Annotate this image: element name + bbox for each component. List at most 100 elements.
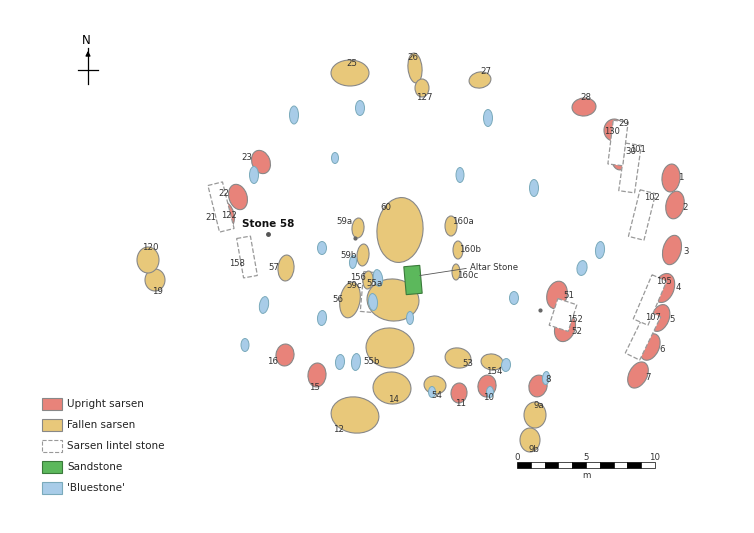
Ellipse shape [339, 282, 360, 318]
Text: 21: 21 [206, 213, 216, 222]
Bar [42, 482, 62, 494]
Ellipse shape [349, 255, 357, 269]
Ellipse shape [529, 375, 547, 397]
Text: 53: 53 [462, 359, 474, 368]
Text: 10: 10 [649, 454, 661, 463]
Ellipse shape [604, 119, 624, 141]
Text: 55b: 55b [363, 358, 380, 367]
Text: 11: 11 [455, 399, 467, 408]
Text: 57: 57 [268, 263, 280, 272]
Text: 23: 23 [241, 154, 253, 163]
Text: 16: 16 [268, 357, 278, 366]
Ellipse shape [445, 216, 457, 236]
Text: 158: 158 [229, 259, 245, 268]
Ellipse shape [317, 241, 326, 254]
Ellipse shape [373, 372, 411, 404]
Text: m: m [582, 471, 590, 480]
Ellipse shape [408, 53, 422, 83]
Ellipse shape [137, 247, 159, 273]
Ellipse shape [653, 273, 675, 303]
Bar [641, 462, 655, 468]
Text: 9a: 9a [534, 400, 544, 409]
Ellipse shape [663, 236, 682, 265]
Ellipse shape [666, 191, 685, 219]
Bar [608, 120, 628, 166]
Text: 14: 14 [388, 395, 400, 405]
Text: 6: 6 [659, 344, 665, 353]
Ellipse shape [216, 201, 234, 229]
Ellipse shape [373, 270, 383, 286]
Text: 2: 2 [682, 203, 688, 212]
Bar [360, 271, 375, 312]
Text: 7: 7 [645, 373, 651, 382]
Bar [625, 310, 661, 360]
Text: 51: 51 [563, 290, 575, 300]
Text: 102: 102 [644, 192, 660, 201]
Bar [42, 419, 62, 431]
Bar [633, 275, 667, 325]
Text: 8: 8 [545, 376, 550, 384]
Bar [619, 143, 641, 193]
Ellipse shape [308, 363, 326, 387]
Ellipse shape [331, 60, 369, 86]
Text: 55a: 55a [367, 279, 383, 288]
Text: Stone 58: Stone 58 [242, 219, 294, 229]
Ellipse shape [367, 279, 419, 321]
Ellipse shape [481, 354, 503, 370]
Bar [531, 462, 544, 468]
Ellipse shape [486, 386, 494, 398]
Ellipse shape [640, 334, 660, 360]
Bar [627, 462, 641, 468]
Text: 130: 130 [604, 126, 620, 135]
Text: 52: 52 [572, 327, 583, 336]
Ellipse shape [611, 144, 630, 170]
Bar [208, 182, 234, 232]
Ellipse shape [331, 397, 379, 433]
Ellipse shape [483, 109, 492, 126]
Text: 9b: 9b [529, 446, 539, 455]
Ellipse shape [428, 386, 436, 398]
Text: 12: 12 [333, 424, 345, 433]
Ellipse shape [547, 281, 567, 309]
Text: Sarsen lintel stone: Sarsen lintel stone [67, 441, 164, 451]
Ellipse shape [524, 402, 546, 428]
Text: 59b: 59b [341, 251, 357, 260]
Text: 10: 10 [483, 393, 495, 402]
Ellipse shape [252, 150, 271, 174]
Text: Fallen sarsen: Fallen sarsen [67, 420, 135, 430]
Bar [586, 462, 599, 468]
Ellipse shape [332, 152, 339, 164]
Bar [544, 462, 559, 468]
Ellipse shape [451, 383, 467, 403]
Ellipse shape [241, 338, 249, 351]
Text: 60: 60 [381, 204, 391, 213]
Bar [599, 462, 614, 468]
Ellipse shape [369, 294, 378, 311]
Text: 27: 27 [480, 68, 492, 77]
Text: N: N [81, 34, 90, 46]
Text: 59c: 59c [346, 281, 362, 290]
Text: Altar Stone: Altar Stone [470, 263, 518, 272]
Ellipse shape [145, 269, 165, 291]
Bar [559, 462, 572, 468]
Bar [517, 462, 531, 468]
Text: 25: 25 [347, 59, 357, 68]
Ellipse shape [406, 311, 413, 325]
Bar [549, 298, 577, 332]
Ellipse shape [352, 218, 364, 238]
Text: 4: 4 [676, 284, 681, 293]
Text: 120: 120 [142, 243, 158, 252]
Ellipse shape [554, 314, 575, 342]
Text: 15: 15 [309, 383, 320, 392]
Ellipse shape [250, 166, 259, 183]
Text: 22: 22 [219, 189, 229, 198]
Text: 19: 19 [152, 287, 162, 296]
Ellipse shape [627, 362, 648, 388]
Ellipse shape [662, 164, 680, 192]
Ellipse shape [357, 244, 369, 266]
Ellipse shape [572, 98, 596, 116]
Bar [42, 440, 62, 452]
Text: 54: 54 [431, 391, 443, 400]
Text: 59a: 59a [336, 217, 352, 227]
Bar [572, 462, 586, 468]
